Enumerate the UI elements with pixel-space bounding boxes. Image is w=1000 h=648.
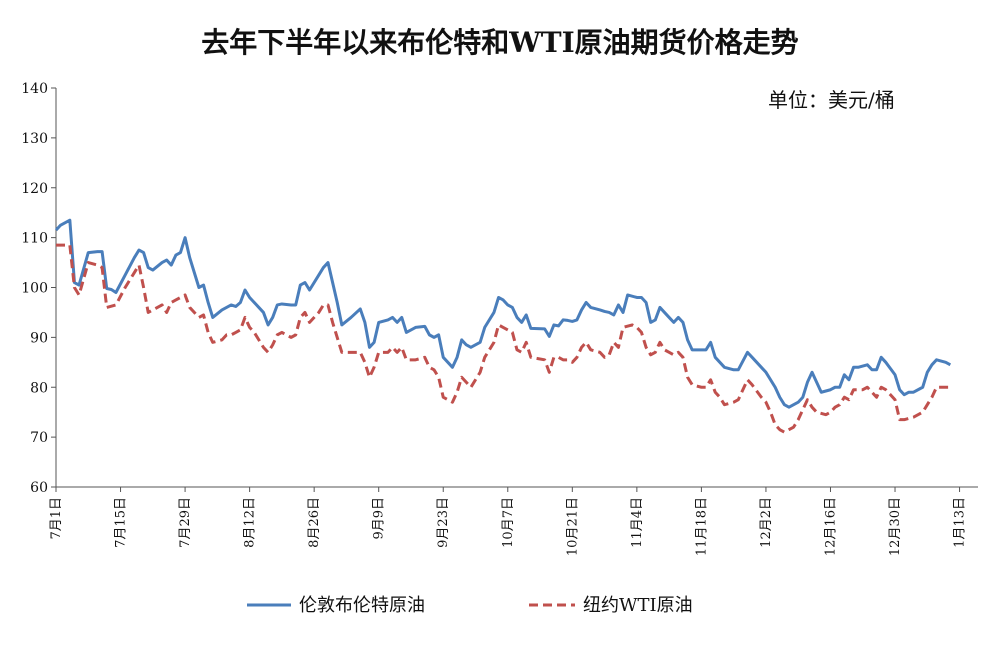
x-tick-label: 12月16日 <box>823 497 838 556</box>
axes: 60 70 80 90 100 110 120 130 140 7月1日 7月15日 7月29日 8月1… <box>21 81 978 556</box>
y-tick-label: 90 <box>30 330 48 346</box>
y-tick-label: 100 <box>21 281 48 297</box>
x-tick-label: 10月7日 <box>501 497 516 548</box>
series-layer <box>54 218 952 434</box>
legend: 伦敦布伦特原油 纽约WTI原油 <box>247 595 693 616</box>
x-tick-label: 10月21日 <box>565 497 580 556</box>
series-line-wti <box>56 243 951 434</box>
chart-title: 去年下半年以来布伦特和WTI原油期货价格走势 <box>201 26 798 59</box>
x-tick-label: 12月30日 <box>888 497 903 556</box>
x-tick-label: 1月13日 <box>953 497 968 548</box>
x-tick-label: 7月15日 <box>114 497 129 548</box>
y-tick-label: 70 <box>30 430 48 446</box>
legend-label-brent: 伦敦布伦特原油 <box>299 595 425 616</box>
y-tick-label: 80 <box>30 380 48 396</box>
series-line-brent <box>54 218 952 409</box>
x-tick-label: 8月26日 <box>307 497 322 548</box>
y-tick-label: 130 <box>21 131 48 147</box>
y-tick-label: 60 <box>30 480 48 496</box>
x-tick-label: 11月4日 <box>630 497 645 548</box>
y-tick-label: 120 <box>21 181 48 197</box>
unit-label: 单位：美元/桶 <box>768 88 895 112</box>
x-tick-label: 12月2日 <box>759 497 774 548</box>
legend-label-wti: 纽约WTI原油 <box>583 595 693 616</box>
y-tick-label: 110 <box>21 231 48 247</box>
x-tick-label: 11月18日 <box>694 497 709 556</box>
y-tick-label: 140 <box>21 81 48 97</box>
x-tick-label: 7月1日 <box>49 497 64 540</box>
x-tick-label: 8月12日 <box>243 497 258 548</box>
x-tick-label: 9月9日 <box>372 497 387 540</box>
x-tick-label: 9月23日 <box>436 497 451 548</box>
x-tick-label: 7月29日 <box>178 497 193 548</box>
